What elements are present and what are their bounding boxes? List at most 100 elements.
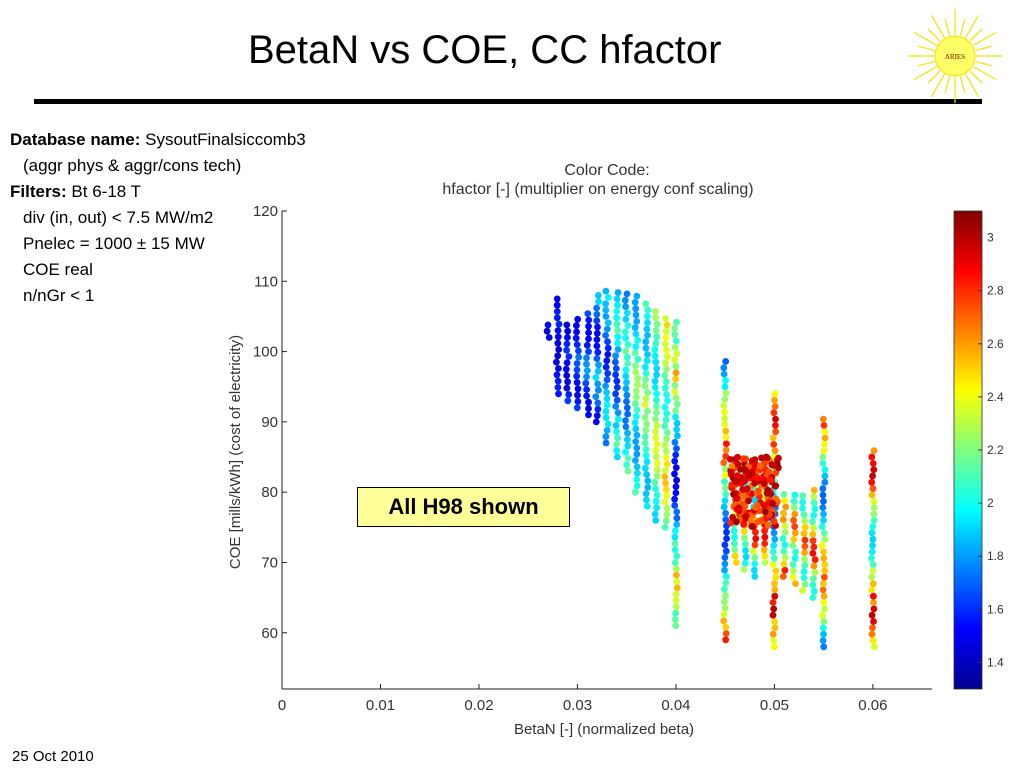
- database-value: SysoutFinalsiccomb3: [145, 130, 306, 149]
- data-point: [553, 358, 560, 366]
- data-point: [868, 453, 876, 461]
- data-point: [674, 400, 681, 408]
- data-point: [613, 377, 621, 385]
- data-point: [722, 427, 730, 435]
- data-point: [612, 371, 619, 379]
- data-point: [868, 478, 876, 486]
- data-point: [821, 535, 829, 543]
- data-point: [789, 561, 797, 568]
- data-point: [653, 422, 661, 429]
- filter-bt: Bt 6-18 T: [71, 182, 142, 201]
- data-point: [593, 355, 601, 362]
- data-point: [791, 529, 799, 537]
- sun-ray: [913, 31, 938, 47]
- data-point: [869, 561, 877, 568]
- y-axis-label: COE [mills/kWh] (cost of electricity): [227, 335, 244, 569]
- data-point: [672, 603, 680, 611]
- data-point: [603, 395, 611, 403]
- data-point: [572, 334, 580, 342]
- axes: 0 0.01 0.02 0.03 0.04 0.05 0.06 60 70 80 90 100 110 1…: [253, 203, 932, 714]
- data-point: [604, 344, 612, 352]
- data-point: [573, 372, 581, 380]
- data-point: [573, 328, 580, 336]
- data-point: [801, 523, 809, 531]
- data-point: [801, 580, 809, 588]
- data-point: [769, 611, 777, 619]
- data-point: [734, 453, 741, 461]
- data-point: [673, 508, 681, 516]
- data-point: [612, 358, 619, 366]
- data-point: [769, 499, 776, 507]
- data-point: [722, 573, 730, 580]
- data-point: [623, 398, 630, 405]
- data-point: [770, 441, 778, 448]
- data-point: [652, 485, 659, 493]
- data-point: [614, 346, 622, 353]
- data-point: [633, 444, 641, 452]
- data-point: [869, 485, 877, 493]
- data-point: [801, 542, 809, 550]
- data-point: [642, 452, 650, 459]
- data-point: [751, 566, 758, 574]
- data-point: [632, 457, 639, 464]
- data-point: [594, 405, 602, 413]
- data-point: [603, 389, 610, 396]
- data-point: [634, 355, 642, 363]
- data-point: [720, 611, 728, 618]
- data-point: [740, 501, 747, 508]
- data-point: [820, 618, 828, 625]
- data-point: [820, 497, 827, 505]
- data-point: [622, 423, 630, 431]
- data-point: [672, 622, 680, 630]
- data-point: [632, 425, 640, 433]
- sun-ray: [927, 70, 941, 84]
- data-point: [664, 397, 671, 405]
- data-point: [770, 517, 778, 525]
- data-point: [821, 466, 829, 474]
- data-point: [633, 463, 641, 471]
- data-point: [664, 429, 671, 436]
- data-point: [819, 504, 827, 511]
- data-point: [651, 377, 659, 385]
- data-point: [653, 403, 660, 410]
- data-point: [790, 535, 798, 543]
- data-point: [801, 549, 808, 556]
- data-point: [614, 453, 621, 461]
- data-point: [870, 497, 878, 505]
- data-point: [583, 360, 590, 368]
- data-point: [583, 354, 590, 362]
- data-point: [721, 541, 729, 549]
- data-point: [641, 439, 649, 447]
- data-point: [751, 541, 759, 549]
- data-points: [543, 287, 878, 651]
- data-point: [632, 400, 639, 407]
- data-point: [653, 320, 661, 328]
- data-point: [624, 360, 631, 367]
- data-point: [818, 523, 826, 530]
- data-point: [769, 548, 777, 556]
- data-point: [673, 419, 681, 427]
- data-point: [767, 476, 774, 483]
- y-tick-label: 60: [261, 625, 278, 642]
- data-point: [671, 540, 679, 547]
- data-point: [652, 308, 659, 315]
- filter-div: div (in, out) < 7.5 MW/m2: [23, 208, 214, 227]
- data-point: [772, 573, 780, 581]
- data-point: [799, 498, 807, 506]
- data-point: [819, 460, 827, 467]
- data-point: [740, 528, 748, 535]
- data-point: [644, 483, 652, 491]
- data-point: [662, 327, 670, 335]
- data-point: [594, 380, 602, 388]
- data-point: [744, 472, 752, 479]
- database-note: (aggr phys & aggr/cons tech): [23, 156, 242, 175]
- data-point: [771, 535, 779, 543]
- data-point: [870, 599, 877, 606]
- data-point: [790, 567, 797, 575]
- data-point: [781, 541, 789, 549]
- data-point: [593, 310, 601, 318]
- data-point: [770, 529, 778, 537]
- data-point: [642, 363, 649, 371]
- y-tick-label: 110: [254, 273, 278, 290]
